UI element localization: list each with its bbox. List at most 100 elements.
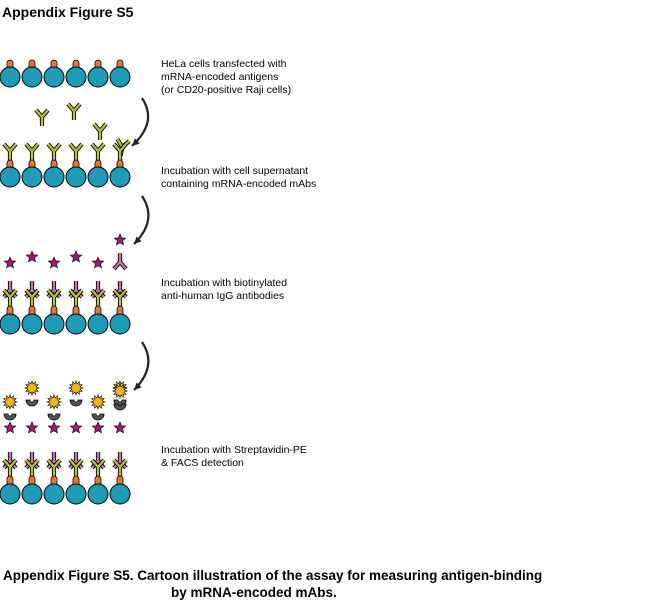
figure-caption: Appendix Figure S5. Cartoon illustration… — [0, 567, 670, 601]
step-1-line-2: mRNA-encoded antigens — [161, 71, 279, 83]
bound-mab — [24, 142, 40, 160]
step-3-line-2: anti-human IgG antibodies — [161, 290, 285, 302]
bound-mab — [2, 142, 18, 160]
step-4-line-2: & FACS detection — [161, 457, 244, 469]
step-1-line-1: HeLa cells transfected with — [161, 58, 287, 70]
biotin-star — [113, 421, 127, 434]
bound-mab — [2, 288, 18, 306]
arrow-curve — [133, 341, 150, 391]
cell — [109, 66, 131, 88]
biotin-star — [69, 250, 83, 263]
cell — [43, 166, 65, 188]
cell — [43, 483, 65, 505]
step-4-text: Incubation with Streptavidin-PE & FACS d… — [161, 444, 307, 470]
free-streptavidin-pe — [112, 383, 128, 411]
cell — [0, 66, 21, 88]
cell — [109, 313, 131, 335]
free-mab — [66, 102, 82, 120]
streptavidin — [47, 413, 61, 421]
streptavidin — [3, 413, 17, 421]
step-3-text: Incubation with biotinylated anti-human … — [161, 277, 287, 303]
bound-mab — [90, 458, 106, 476]
cell — [21, 166, 43, 188]
step-2-line-2: containing mRNA-encoded mAbs — [161, 178, 317, 190]
streptavidin — [91, 413, 105, 421]
biotin-star — [25, 250, 39, 263]
free-mab — [92, 122, 108, 140]
free-mab-shape — [34, 108, 50, 126]
streptavidin — [69, 399, 83, 407]
bound-mab — [46, 458, 62, 476]
step-2-text: Incubation with cell supernatant contain… — [161, 165, 316, 191]
biotin-star — [69, 421, 83, 434]
cell — [87, 66, 109, 88]
free-mab-shape — [92, 122, 108, 140]
cell — [65, 166, 87, 188]
cell — [87, 483, 109, 505]
biotin-star — [47, 256, 61, 269]
arrow-head — [134, 236, 142, 244]
streptavidin — [25, 399, 39, 407]
biotin-star — [91, 256, 105, 269]
free-anti-igg-shape — [112, 253, 128, 271]
arrow-head — [132, 138, 140, 146]
biotin-star — [3, 256, 17, 269]
pe-burst — [112, 383, 128, 399]
biotin-star — [47, 421, 61, 434]
cell — [43, 66, 65, 88]
free-mab-shape — [66, 102, 82, 120]
process-arrows — [131, 97, 150, 391]
panel-streptavidin-pe — [0, 380, 131, 505]
bound-mab — [112, 458, 128, 476]
bound-mab — [24, 458, 40, 476]
pe-burst — [24, 380, 40, 396]
cell — [65, 483, 87, 505]
free-mab — [34, 108, 50, 126]
pe-burst — [2, 394, 18, 410]
cell — [109, 166, 131, 188]
bound-mab — [112, 288, 128, 306]
cell — [0, 483, 21, 505]
bound-mab — [68, 288, 84, 306]
bound-mab — [46, 288, 62, 306]
caption-line-2: by mRNA-encoded mAbs. — [171, 585, 337, 600]
step-1-text: HeLa cells transfected with mRNA-encoded… — [161, 58, 291, 97]
cell — [87, 313, 109, 335]
cell — [109, 483, 131, 505]
bound-mab — [90, 142, 106, 160]
bound-mab — [112, 142, 128, 160]
step-3-line-1: Incubation with biotinylated — [161, 277, 288, 289]
biotin-star — [91, 421, 105, 434]
pe-burst — [90, 394, 106, 410]
arrow-curve — [133, 195, 150, 245]
cell — [21, 483, 43, 505]
step-1-line-3: (or CD20-positive Raji cells) — [161, 84, 292, 96]
streptavidin — [113, 403, 127, 411]
cell — [65, 313, 87, 335]
cell — [21, 313, 43, 335]
cell — [0, 313, 21, 335]
caption-line-1: Appendix Figure S5. Cartoon illustration… — [3, 568, 543, 583]
bound-mab — [46, 142, 62, 160]
cell — [43, 313, 65, 335]
assay-diagram — [0, 59, 150, 505]
pe-burst — [46, 394, 62, 410]
biotin-star — [3, 421, 17, 434]
bound-mab — [68, 142, 84, 160]
cell — [0, 166, 21, 188]
panel-antigen-cells — [0, 59, 131, 88]
biotin-star — [113, 233, 127, 246]
panel-anti-igg-binding — [0, 233, 131, 335]
step-2-line-1: Incubation with cell supernatant — [161, 165, 309, 177]
bound-mab — [24, 288, 40, 306]
arrow-head — [134, 382, 142, 390]
arrow-curve — [131, 97, 150, 147]
cell — [21, 66, 43, 88]
free-anti-igg — [112, 233, 128, 271]
figure-title: Appendix Figure S5 — [2, 4, 134, 20]
cell — [65, 66, 87, 88]
bound-mab — [68, 458, 84, 476]
step-4-line-1: Incubation with Streptavidin-PE — [161, 444, 307, 456]
bound-mab — [2, 458, 18, 476]
biotin-star — [25, 421, 39, 434]
